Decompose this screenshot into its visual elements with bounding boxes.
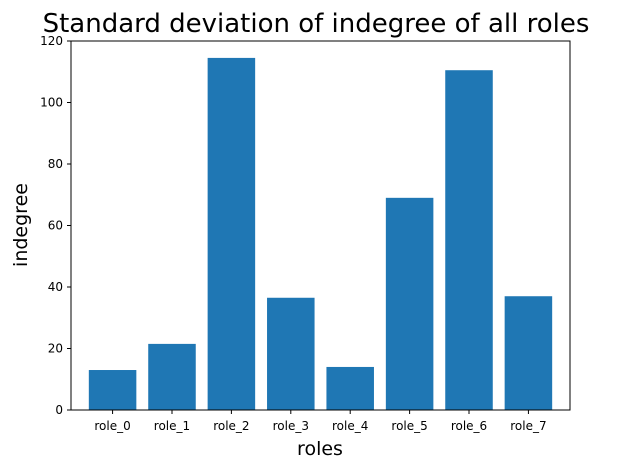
x-tick-label: role_7 [510, 419, 546, 433]
x-tick-label: role_2 [213, 419, 249, 433]
y-axis-ticks: 0 20 40 60 80 100 120 [40, 34, 71, 417]
y-tick-label: 80 [48, 157, 63, 171]
y-axis-label: indegree [10, 183, 32, 267]
x-tick-label: role_3 [273, 419, 309, 433]
bar-role_0 [88, 370, 137, 410]
bar-role_6 [445, 70, 493, 411]
y-tick-label: 120 [40, 34, 63, 48]
bar-role_1 [148, 343, 196, 410]
plot-frame [70, 40, 571, 411]
x-tick-label: role_6 [451, 419, 487, 433]
bar-role_5 [385, 197, 434, 410]
bar-role_4 [326, 366, 374, 410]
bar-role_3 [267, 297, 315, 410]
x-axis-label: roles [297, 438, 343, 460]
x-tick-label: role_5 [391, 419, 427, 433]
y-tick-label: 20 [48, 342, 63, 356]
chart-title: Standard deviation of indegree of all ro… [43, 9, 590, 39]
bar-role_2 [207, 57, 256, 410]
x-tick-label: role_0 [94, 419, 130, 433]
x-axis-ticks: role_0 role_1 role_2 role_3 role_4 role_5 role… [94, 410, 547, 433]
bars-group [88, 57, 553, 411]
y-tick-label: 60 [48, 219, 63, 233]
bar-role_7 [504, 296, 553, 410]
x-tick-label: role_4 [332, 419, 368, 433]
x-tick-label: role_1 [154, 419, 190, 433]
y-tick-label: 100 [40, 96, 63, 110]
y-tick-label: 40 [48, 280, 63, 294]
y-tick-label: 0 [55, 403, 63, 417]
